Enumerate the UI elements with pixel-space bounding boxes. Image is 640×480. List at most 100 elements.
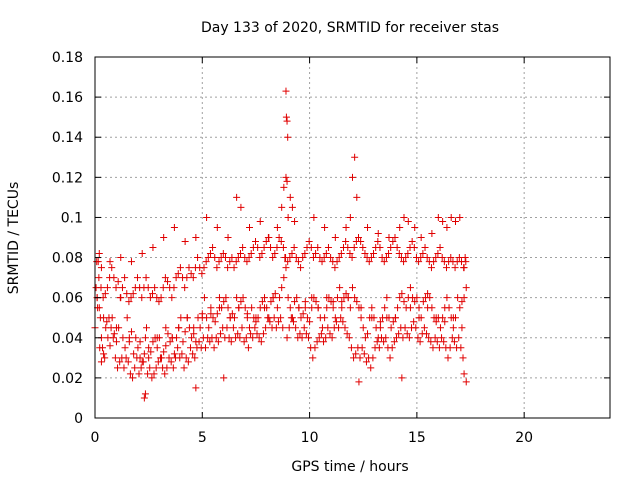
data-point <box>385 250 393 258</box>
data-point <box>431 334 439 342</box>
data-point <box>308 304 316 312</box>
data-point <box>135 370 143 378</box>
data-point <box>160 234 168 241</box>
data-point <box>138 294 146 302</box>
data-point <box>400 213 408 221</box>
data-point <box>333 258 341 266</box>
data-point <box>439 217 447 225</box>
data-point <box>203 213 211 221</box>
data-point <box>357 314 365 322</box>
data-point <box>152 364 160 372</box>
data-point <box>217 330 225 338</box>
data-point <box>97 358 105 366</box>
data-point <box>314 304 322 312</box>
data-point <box>364 223 372 231</box>
data-point <box>329 304 337 312</box>
data-point <box>96 344 104 352</box>
data-point <box>297 264 305 272</box>
data-point <box>160 348 168 356</box>
data-point <box>262 324 270 332</box>
data-point <box>161 370 169 378</box>
data-point <box>342 238 350 246</box>
data-point <box>312 250 320 258</box>
data-point <box>462 284 470 292</box>
data-point <box>402 254 410 262</box>
data-point <box>460 370 468 378</box>
data-point <box>436 324 444 332</box>
data-point <box>182 354 190 362</box>
data-point <box>149 290 157 298</box>
data-point <box>331 264 339 272</box>
data-point <box>411 223 419 231</box>
data-point <box>385 234 393 241</box>
data-point <box>382 254 390 262</box>
data-point <box>458 324 466 332</box>
data-point <box>123 290 131 298</box>
data-point <box>180 364 188 372</box>
data-point <box>396 294 404 302</box>
data-point <box>239 244 247 252</box>
data-point <box>438 334 446 342</box>
data-point <box>95 304 103 312</box>
data-point <box>329 298 337 306</box>
data-point <box>273 304 281 312</box>
data-point <box>260 244 268 252</box>
data-point <box>213 264 221 272</box>
data-point <box>317 330 325 338</box>
data-point <box>156 354 164 362</box>
data-point <box>288 250 296 258</box>
data-point <box>118 284 126 292</box>
data-point <box>346 250 354 258</box>
data-point <box>332 318 340 326</box>
data-points <box>91 87 470 402</box>
data-point <box>116 294 124 302</box>
data-point <box>188 334 196 342</box>
data-point <box>367 364 375 372</box>
data-point <box>112 324 120 332</box>
data-point <box>143 324 150 332</box>
data-point <box>258 250 266 258</box>
data-point <box>226 258 234 266</box>
data-point <box>164 278 172 286</box>
data-point <box>209 314 217 322</box>
data-point <box>149 338 157 346</box>
x-tick-label: 20 <box>515 430 533 446</box>
data-point <box>403 330 411 338</box>
data-point <box>380 338 388 346</box>
data-point <box>292 254 300 262</box>
data-point <box>327 254 335 262</box>
data-point <box>291 298 299 306</box>
data-point <box>460 264 468 272</box>
data-point <box>239 294 247 302</box>
data-point <box>168 294 176 302</box>
data-point <box>120 364 128 372</box>
data-point <box>288 203 296 211</box>
data-point <box>346 213 354 221</box>
data-point <box>321 314 329 322</box>
data-point <box>440 338 448 346</box>
data-point <box>200 294 208 302</box>
data-point <box>290 244 298 252</box>
data-point <box>187 270 195 278</box>
data-point <box>174 344 182 352</box>
data-point <box>240 338 248 346</box>
data-point <box>169 364 177 372</box>
data-point <box>130 350 138 358</box>
data-point <box>447 254 455 262</box>
data-point <box>220 374 228 382</box>
data-point <box>264 314 272 322</box>
data-point <box>205 324 213 332</box>
data-point <box>183 314 191 322</box>
data-point <box>119 334 127 342</box>
data-point <box>110 330 118 338</box>
y-tick-label: 0.02 <box>52 371 83 387</box>
data-point <box>360 350 368 358</box>
data-point <box>163 364 171 372</box>
data-point <box>139 358 147 366</box>
data-point <box>376 318 384 326</box>
data-point <box>225 334 233 342</box>
data-point <box>399 334 407 342</box>
data-point <box>95 274 103 282</box>
data-point <box>289 318 297 326</box>
data-point <box>368 304 376 312</box>
